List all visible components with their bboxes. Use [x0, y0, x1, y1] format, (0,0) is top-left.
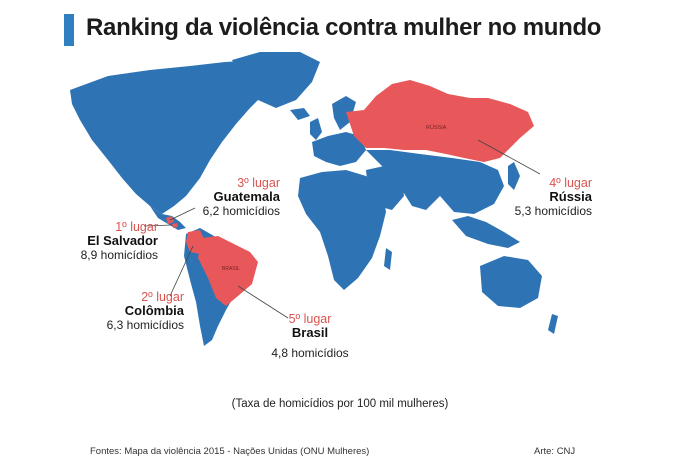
- north-america: [70, 60, 278, 214]
- stat-el-salvador: 8,9 homicídios: [80, 248, 158, 263]
- stat-brazil: 4,8 homicídios: [271, 346, 349, 361]
- land-blue: [70, 52, 558, 346]
- leader-el-salvador: [143, 224, 173, 227]
- rank-russia: 4º lugar: [549, 176, 592, 190]
- source-footer: Fontes: Mapa da violência 2015 - Nações …: [90, 446, 370, 457]
- country-guatemala: Guatemala: [213, 189, 280, 205]
- map-title: Ranking da violência contra mulher no mu…: [86, 14, 602, 41]
- label-russia: 4º lugar Rússia 5,3 homicídios: [496, 176, 592, 219]
- stat-colombia: 6,3 homicídios: [106, 318, 184, 333]
- rate-note: (Taxa de homicídios por 100 mil mulheres…: [231, 398, 449, 410]
- new-zealand: [548, 314, 558, 334]
- country-el-salvador: El Salvador: [87, 233, 158, 249]
- brazil: [198, 236, 258, 306]
- label-colombia: 2º lugar Colômbia 6,3 homicídios: [84, 290, 184, 333]
- iceland: [290, 108, 310, 120]
- asia: [366, 150, 504, 214]
- europe: [312, 132, 366, 166]
- uk: [310, 118, 322, 140]
- colombia: [186, 230, 206, 254]
- southeast-asia: [452, 216, 520, 248]
- label-guatemala: 3º lugar Guatemala 6,2 homicídios: [170, 176, 280, 219]
- brazil-map-label: BRASIL: [222, 266, 240, 272]
- rank-brazil: 5º lugar: [288, 312, 332, 326]
- el-salvador: [172, 223, 178, 228]
- country-brazil: Brasil: [291, 325, 329, 341]
- stat-guatemala: 6,2 homicídios: [202, 204, 280, 219]
- leader-russia: [477, 139, 541, 175]
- rank-el-salvador: 1º lugar: [115, 220, 158, 234]
- madagascar: [384, 248, 392, 270]
- japan: [508, 162, 520, 190]
- label-brazil: 5º lugar Brasil 4,8 homicídios: [260, 312, 360, 361]
- stat-russia: 5,3 homicídios: [514, 204, 592, 219]
- label-el-salvador: 1º lugar El Salvador 8,9 homicídios: [58, 220, 158, 263]
- land-highlight: [166, 80, 534, 306]
- title-accent-bar: [64, 14, 74, 46]
- country-russia: Rússia: [549, 189, 592, 205]
- africa: [298, 170, 386, 290]
- greenland: [232, 52, 320, 108]
- australia: [480, 256, 542, 308]
- russia: [346, 80, 534, 162]
- leader-lines: [143, 139, 541, 319]
- leader-guatemala: [169, 207, 196, 221]
- leader-colombia: [169, 245, 194, 297]
- country-colombia: Colômbia: [124, 303, 184, 319]
- leader-brazil: [237, 285, 289, 319]
- credit-footer: Arte: CNJ: [534, 446, 576, 457]
- rank-colombia: 2º lugar: [141, 290, 184, 304]
- russia-map-label: RÚSSIA: [426, 124, 447, 131]
- rank-guatemala: 3º lugar: [237, 176, 280, 190]
